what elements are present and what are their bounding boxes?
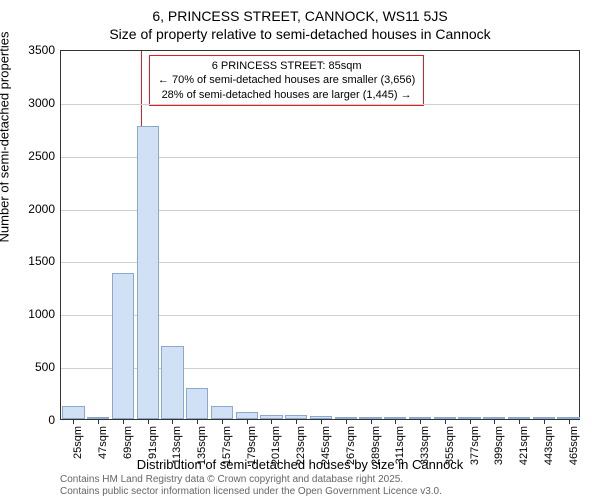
x-tick [420, 419, 421, 424]
x-tick [98, 419, 99, 424]
x-tick-label: 69sqm [122, 426, 134, 476]
x-tick-label: 443sqm [543, 426, 555, 476]
x-tick-label: 333sqm [419, 426, 431, 476]
x-tick-label: 289sqm [370, 426, 382, 476]
annotation-line1: 6 PRINCESS STREET: 85sqm [158, 59, 415, 73]
x-tick [271, 419, 272, 424]
x-tick [494, 419, 495, 424]
x-tick [519, 419, 520, 424]
y-tick-label: 3000 [15, 96, 55, 110]
y-tick-label: 500 [15, 360, 55, 374]
x-tick-label: 135sqm [196, 426, 208, 476]
x-tick [247, 419, 248, 424]
x-tick [148, 419, 149, 424]
x-tick-label: 311sqm [394, 426, 406, 476]
x-tick [371, 419, 372, 424]
x-tick [197, 419, 198, 424]
bar [236, 412, 258, 419]
x-tick-label: 223sqm [295, 426, 307, 476]
x-tick-label: 91sqm [147, 426, 159, 476]
chart-title-main: 6, PRINCESS STREET, CANNOCK, WS11 5JS [0, 0, 600, 24]
x-tick-label: 377sqm [469, 426, 481, 476]
x-tick [172, 419, 173, 424]
y-tick-label: 1500 [15, 254, 55, 268]
x-tick [569, 419, 570, 424]
x-tick-label: 157sqm [221, 426, 233, 476]
x-tick-label: 355sqm [444, 426, 456, 476]
y-tick-label: 3500 [15, 43, 55, 57]
annotation-box: 6 PRINCESS STREET: 85sqm ← 70% of semi-d… [149, 55, 424, 106]
x-tick [123, 419, 124, 424]
x-tick-label: 47sqm [97, 426, 109, 476]
x-tick [73, 419, 74, 424]
x-tick-label: 201sqm [270, 426, 282, 476]
x-tick-label: 421sqm [518, 426, 530, 476]
x-tick-label: 179sqm [246, 426, 258, 476]
x-tick-label: 25sqm [72, 426, 84, 476]
annotation-line2: ← 70% of semi-detached houses are smalle… [158, 73, 415, 87]
plot-area: 6 PRINCESS STREET: 85sqm ← 70% of semi-d… [60, 50, 580, 420]
x-tick [445, 419, 446, 424]
x-tick-label: 113sqm [171, 426, 183, 476]
x-tick [346, 419, 347, 424]
y-tick-label: 1000 [15, 307, 55, 321]
bar [211, 406, 233, 419]
annotation-line3: 28% of semi-detached houses are larger (… [158, 88, 415, 102]
chart-container: 6, PRINCESS STREET, CANNOCK, WS11 5JS Si… [0, 0, 600, 500]
x-tick [296, 419, 297, 424]
x-tick-label: 245sqm [320, 426, 332, 476]
x-tick [321, 419, 322, 424]
x-tick [222, 419, 223, 424]
bar [161, 346, 183, 419]
x-tick [395, 419, 396, 424]
footer-text: Contains HM Land Registry data © Crown c… [60, 474, 442, 498]
gridline [61, 104, 579, 105]
bar [62, 406, 84, 419]
y-tick-label: 2500 [15, 149, 55, 163]
chart-title-sub: Size of property relative to semi-detach… [0, 24, 600, 42]
x-tick-label: 465sqm [568, 426, 580, 476]
x-tick [544, 419, 545, 424]
bar [186, 388, 208, 419]
x-tick-label: 267sqm [345, 426, 357, 476]
y-tick-label: 2000 [15, 202, 55, 216]
y-axis-label: Number of semi-detached properties [0, 32, 12, 243]
y-tick-label: 0 [15, 413, 55, 427]
footer-line2: Contains public sector information licen… [60, 486, 442, 498]
x-tick [470, 419, 471, 424]
bar [112, 273, 134, 419]
x-tick-label: 399sqm [493, 426, 505, 476]
bar [137, 126, 159, 419]
